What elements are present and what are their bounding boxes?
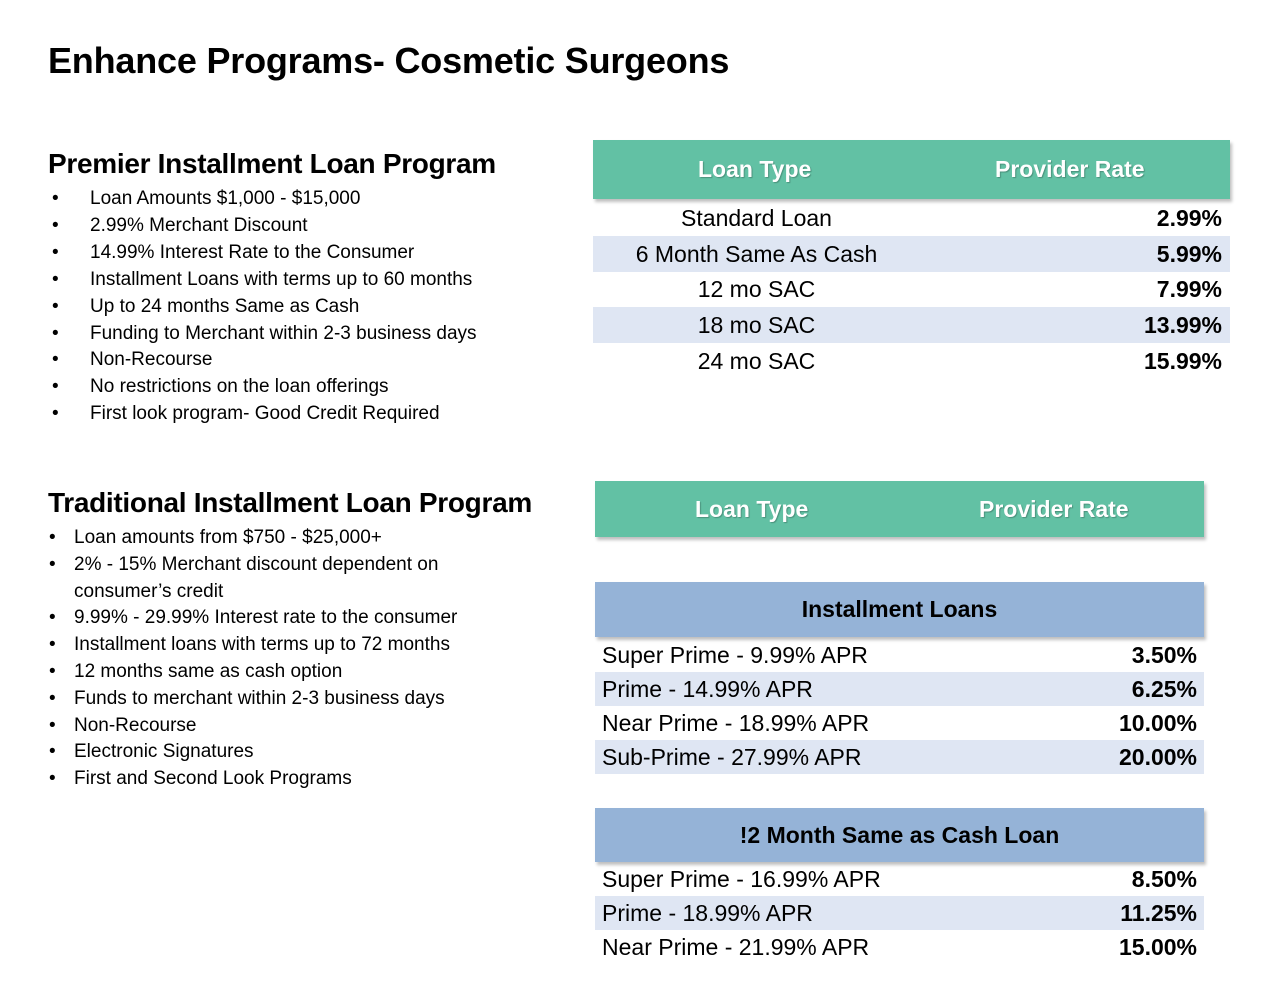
loan-type-cell: Near Prime - 18.99% APR xyxy=(602,710,870,736)
provider-rate-cell: 13.99% xyxy=(1143,312,1222,338)
loan-type-cell: Super Prime - 16.99% APR xyxy=(602,866,881,892)
table-row: Standard Loan 2.99% xyxy=(593,200,1230,236)
loan-type-cell: Sub-Prime - 27.99% APR xyxy=(602,744,862,770)
table-row: Near Prime - 18.99% APR 10.00% xyxy=(595,706,1204,740)
list-item: First and Second Look Programs xyxy=(48,766,518,793)
provider-rate-cell: 15.99% xyxy=(1143,348,1222,374)
list-item: Electronic Signatures xyxy=(48,739,518,766)
traditional-bullet-list: Loan amounts from $750 - $25,000+ 2% - 1… xyxy=(48,525,518,793)
provider-rate-cell: 10.00% xyxy=(1118,710,1197,736)
premier-bullet-list: Loan Amounts $1,000 - $15,000 2.99% Merc… xyxy=(48,186,568,428)
loan-type-cell: Prime - 14.99% APR xyxy=(602,676,813,702)
provider-rate-cell: 6.25% xyxy=(1131,676,1197,702)
sac-loan-subheader: !2 Month Same as Cash Loan xyxy=(595,808,1204,862)
table-row: 6 Month Same As Cash 5.99% xyxy=(593,236,1230,272)
provider-rate-cell: 8.50% xyxy=(1131,866,1197,892)
column-header-loan-type: Loan Type xyxy=(698,156,812,182)
list-item: Non-Recourse xyxy=(48,347,568,374)
loan-type-cell: Near Prime - 21.99% APR xyxy=(602,934,870,960)
loan-type-cell: 18 mo SAC xyxy=(697,312,816,338)
list-item: Loan amounts from $750 - $25,000+ xyxy=(48,525,518,552)
premier-heading: Premier Installment Loan Program xyxy=(48,148,496,179)
list-item: Loan Amounts $1,000 - $15,000 xyxy=(48,186,568,213)
provider-rate-cell: 20.00% xyxy=(1118,744,1197,770)
provider-rate-cell: 7.99% xyxy=(1156,276,1222,302)
list-item: 2% - 15% Merchant discount dependent on … xyxy=(48,552,518,606)
table-row: Super Prime - 16.99% APR 8.50% xyxy=(595,862,1204,896)
list-item: Non-Recourse xyxy=(48,713,518,740)
list-item: Up to 24 months Same as Cash xyxy=(48,294,568,321)
list-item: 9.99% - 29.99% Interest rate to the cons… xyxy=(48,605,518,632)
page-title: Enhance Programs- Cosmetic Surgeons xyxy=(48,40,730,81)
table-row: 18 mo SAC 13.99% xyxy=(593,307,1230,343)
traditional-heading: Traditional Installment Loan Program xyxy=(48,487,532,518)
provider-rate-cell: 11.25% xyxy=(1120,900,1197,926)
loan-type-cell: 6 Month Same As Cash xyxy=(635,241,878,267)
table-row: Prime - 18.99% APR 11.25% xyxy=(595,896,1204,930)
column-header-provider-rate: Provider Rate xyxy=(995,156,1145,182)
list-item: 12 months same as cash option xyxy=(48,659,518,686)
list-item: No restrictions on the loan offerings xyxy=(48,374,568,401)
loan-type-cell: 12 mo SAC xyxy=(697,276,816,302)
column-header-provider-rate: Provider Rate xyxy=(979,495,1129,522)
loan-type-cell: Prime - 18.99% APR xyxy=(602,900,813,926)
table-row: Super Prime - 9.99% APR 3.50% xyxy=(595,638,1204,672)
traditional-table-header: Loan Type Provider Rate xyxy=(595,481,1204,537)
list-item: Funds to merchant within 2-3 business da… xyxy=(48,686,518,713)
table-row: Near Prime - 21.99% APR 15.00% xyxy=(595,930,1204,964)
loan-type-cell: 24 mo SAC xyxy=(697,348,816,374)
provider-rate-cell: 2.99% xyxy=(1156,205,1222,231)
list-item: Installment Loans with terms up to 60 mo… xyxy=(48,267,568,294)
list-item: First look program- Good Credit Required xyxy=(48,401,568,428)
list-item: 14.99% Interest Rate to the Consumer xyxy=(48,240,568,267)
table-row: 24 mo SAC 15.99% xyxy=(593,343,1230,379)
premier-table-header: Loan Type Provider Rate xyxy=(593,140,1230,199)
provider-rate-cell: 3.50% xyxy=(1131,642,1197,668)
table-row: Prime - 14.99% APR 6.25% xyxy=(595,672,1204,706)
column-header-loan-type: Loan Type xyxy=(695,495,809,522)
loan-type-cell: Standard Loan xyxy=(681,205,832,231)
list-item: Installment loans with terms up to 72 mo… xyxy=(48,632,518,659)
loan-type-cell: Super Prime - 9.99% APR xyxy=(602,642,868,668)
provider-rate-cell: 15.00% xyxy=(1118,934,1197,960)
list-item: 2.99% Merchant Discount xyxy=(48,213,568,240)
table-row: Sub-Prime - 27.99% APR 20.00% xyxy=(595,740,1204,774)
provider-rate-cell: 5.99% xyxy=(1156,241,1222,267)
table-row: 12 mo SAC 7.99% xyxy=(593,271,1230,307)
list-item: Funding to Merchant within 2-3 business … xyxy=(48,321,568,348)
installment-loans-subheader: Installment Loans xyxy=(595,582,1204,637)
